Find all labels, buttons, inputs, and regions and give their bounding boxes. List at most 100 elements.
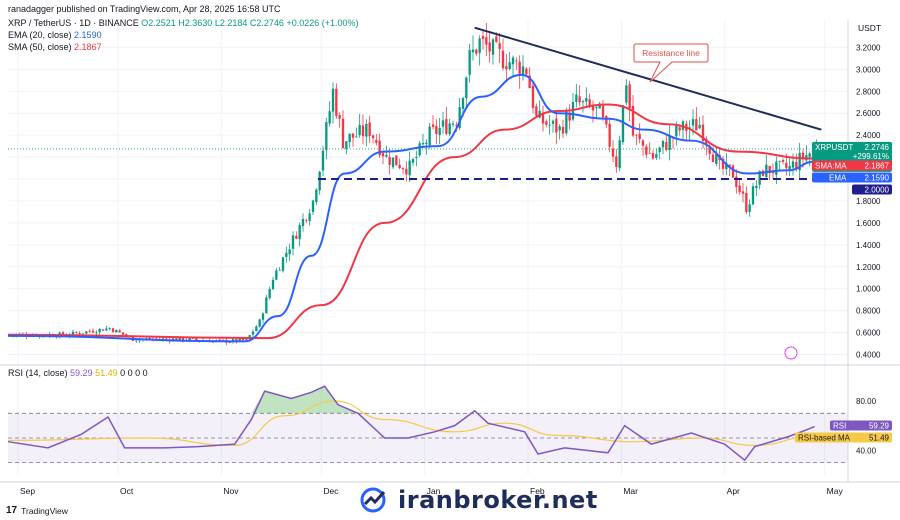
candle-body [595, 106, 598, 109]
callout-box [633, 43, 709, 83]
candle-body [405, 168, 408, 175]
candle-body [535, 106, 538, 116]
time-tick-label: Dec [323, 486, 339, 496]
candle-body [505, 66, 508, 70]
candle-body [555, 118, 558, 133]
rsi-pane[interactable] [7, 385, 848, 464]
candle-body [341, 118, 345, 149]
candle-body [598, 103, 601, 109]
support-tag: 2.0000 [852, 184, 892, 195]
candle-body [218, 339, 221, 341]
price-tick-label: 1.0000 [856, 285, 881, 294]
rsi-legend[interactable]: RSI (14, close) 59.29 51.49 0 0 0 0 [8, 368, 148, 378]
currency-label: USDT [858, 23, 881, 33]
candle-body [361, 125, 365, 137]
price-pane[interactable]: Resistance line [7, 22, 848, 360]
price-tick-label: 0.8000 [856, 307, 881, 316]
candle-body [741, 191, 745, 194]
sma-legend[interactable]: SMA (50, close) 2.1867 [8, 42, 102, 53]
rsi-legend-extra: 0 0 0 0 [120, 368, 148, 378]
candle-body [548, 124, 551, 126]
support-tag-value: 2.0000 [865, 186, 890, 195]
candle-body [565, 111, 568, 134]
candle-body [605, 116, 608, 125]
candle-body [481, 36, 485, 39]
rsi-tick-label: 40.00 [856, 446, 877, 455]
candle-body [331, 88, 335, 112]
candle-body [788, 165, 791, 170]
rsi-tag-bg [830, 420, 892, 431]
candle-body [255, 326, 258, 332]
candle-body [78, 333, 81, 335]
candle-body [698, 124, 701, 129]
candle-body [258, 319, 261, 327]
time-tick-label: Oct [120, 486, 134, 496]
candle-body [91, 331, 95, 333]
symbol-legend[interactable]: XRP / TetherUS · 1D · BINANCE O2.2521 H2… [8, 18, 359, 29]
time-tick-label: Apr [727, 486, 740, 496]
candle-body [518, 61, 521, 76]
candle-body [321, 150, 325, 171]
candle-body [691, 119, 695, 126]
candle-body [228, 341, 231, 343]
candle-body [591, 106, 595, 111]
candle-body [401, 168, 405, 170]
price-tick-label: 2.4000 [856, 131, 881, 140]
candle-body [381, 153, 385, 157]
support-tag-bg [852, 184, 892, 195]
candle-body [635, 134, 638, 136]
candle-body [515, 60, 518, 62]
candle-body [305, 219, 308, 221]
time-tick-label: Nov [223, 486, 239, 496]
candle-body [351, 133, 355, 138]
candle-body [641, 140, 645, 146]
candle-body [95, 332, 98, 334]
candle-body [438, 127, 441, 136]
tradingview-logo[interactable]: 17 TradingView [6, 505, 68, 516]
candle-body [575, 94, 578, 103]
time-tick-label: Jan [427, 486, 441, 496]
candle-body [678, 127, 681, 131]
candle-body [801, 152, 805, 159]
lightning-icon [784, 346, 798, 360]
candle-body [751, 186, 755, 205]
candle-body [178, 337, 181, 341]
candle-body [285, 252, 288, 257]
sma-tag-value: 2.1867 [865, 162, 890, 171]
candle-body [708, 145, 711, 154]
price-tick-label: 1.2000 [856, 263, 881, 272]
candle-body [451, 123, 455, 125]
resistance-trendline [474, 26, 822, 131]
ema-legend[interactable]: EMA (20, close) 2.1590 [8, 30, 102, 41]
candle-body [445, 118, 448, 134]
tradingview-logo-icon: 17 [6, 505, 18, 516]
candle-body [195, 338, 198, 340]
candle-body [728, 164, 731, 167]
candle-body [398, 165, 401, 168]
callout-text: Resistance line [642, 48, 700, 58]
candle-body [541, 112, 545, 124]
candle-body [498, 43, 501, 49]
candle-body [308, 213, 311, 222]
candle-body [621, 105, 625, 143]
candle-body [318, 171, 321, 191]
candle-body [368, 122, 371, 137]
candle-body [785, 162, 788, 169]
candle-body [638, 133, 641, 140]
candle-body [471, 49, 475, 53]
price-tag-change: +299.61% [853, 152, 889, 161]
candle-body [121, 332, 125, 335]
candle-body [288, 249, 291, 255]
candle-body [581, 101, 585, 103]
candle-body [421, 142, 425, 145]
candle-body [118, 330, 121, 333]
rsi-ma-tag-bg [795, 432, 892, 443]
ema-20-line [7, 73, 815, 343]
candle-body [611, 148, 615, 157]
tradingview-brand: TradingView [21, 505, 68, 516]
rsi-ma-legend-value: 51.49 [95, 368, 118, 378]
candle-body [705, 138, 708, 145]
candle-body [558, 126, 561, 131]
sma-tag-name: SMA:MA [815, 162, 847, 171]
candle-body [221, 339, 225, 341]
